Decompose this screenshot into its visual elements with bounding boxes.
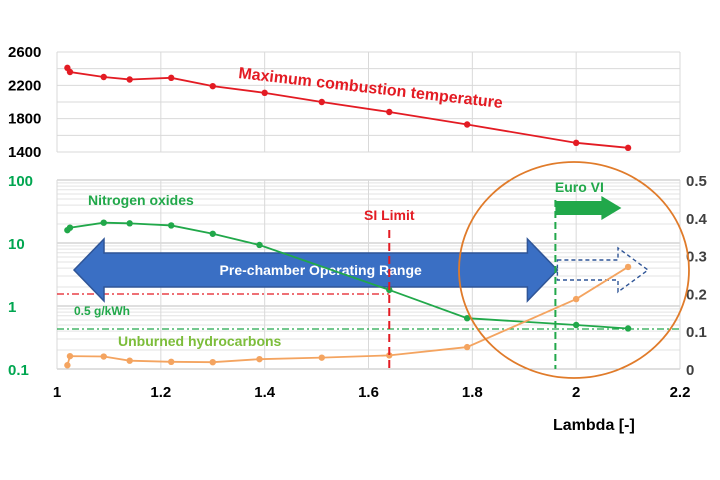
bottom-right-y-tick-labels: 0 0.1 0.2 0.3 0.4 0.5	[686, 173, 708, 379]
bottom-right-y-tick-label: 0.2	[686, 286, 707, 303]
hc-series-point	[386, 352, 393, 359]
temperature-series-point	[624, 144, 632, 152]
operating-range-label: Pre-chamber Operating Range	[220, 262, 422, 278]
bottom-right-y-tick-label: 0	[686, 362, 694, 379]
top-y-tick-label: 2200	[8, 77, 41, 94]
nox-series-point	[624, 325, 632, 332]
bottom-left-y-tick-labels: 0.1 1 10 100	[8, 173, 33, 379]
nox-series-label: Nitrogen oxides	[88, 192, 194, 208]
hc-series-point	[572, 295, 580, 303]
x-tick-labels: 1 1.2 1.4 1.6 1.8 2 2.2	[53, 384, 691, 401]
temperature-series-line	[66, 67, 629, 149]
reference-nox-label: 0.5 g/kWh	[74, 304, 130, 318]
hc-series-point	[64, 362, 71, 369]
temperature-series-point	[100, 73, 107, 81]
euro-vi-arrow	[555, 196, 622, 220]
nox-series-point	[126, 220, 133, 227]
x-axis-label: Lambda [-]	[553, 417, 635, 434]
series-layer	[64, 64, 632, 369]
hc-series-point	[168, 358, 175, 366]
euro-vi-label: Euro VI	[555, 179, 604, 195]
hc-series-point	[463, 343, 471, 351]
operating-range-arrow	[72, 237, 559, 303]
temperature-series-point	[386, 108, 393, 116]
nox-series-point	[256, 241, 263, 249]
hc-series-point	[209, 358, 216, 366]
nox-series-point	[463, 315, 471, 322]
temperature-series-point	[168, 74, 175, 82]
temperature-series-label: Maximum combustion temperature	[238, 65, 504, 112]
x-tick-label: 1	[53, 384, 61, 401]
top-y-tick-label: 1800	[8, 111, 41, 128]
hc-series-point	[100, 353, 107, 360]
temperature-series-point	[126, 76, 133, 83]
bottom-right-y-tick-label: 0.5	[686, 173, 707, 190]
bottom-right-y-tick-label: 0.1	[686, 324, 707, 341]
si-limit-label: SI Limit	[364, 207, 415, 223]
nox-series-point	[100, 219, 107, 226]
bottom-left-y-tick-label: 0.1	[8, 362, 29, 379]
x-tick-label: 1.4	[254, 384, 276, 401]
temperature-series-point	[261, 89, 268, 97]
x-tick-label: 1.2	[150, 384, 171, 401]
bottom-right-y-tick-label: 0.4	[686, 211, 708, 228]
nox-series-point	[66, 224, 74, 231]
temperature-series-point	[572, 139, 580, 147]
nox-series-point	[209, 230, 216, 237]
hc-series-point	[318, 354, 325, 361]
temperature-series-point	[209, 82, 216, 90]
bottom-right-y-tick-label: 0.3	[686, 249, 707, 266]
nox-series-point	[168, 222, 175, 229]
temperature-series-point	[66, 68, 74, 76]
top-y-tick-labels: 1400 1800 2200 2600	[8, 44, 41, 161]
top-y-tick-label: 1400	[8, 144, 41, 161]
hc-series-point	[126, 357, 133, 364]
x-tick-label: 1.6	[358, 384, 379, 401]
temperature-series-point	[463, 121, 471, 128]
bottom-left-y-tick-label: 1	[8, 299, 16, 316]
x-tick-label: 1.8	[462, 384, 483, 401]
nox-series-point	[572, 321, 580, 329]
dashed-extension-arrow	[556, 246, 650, 294]
hc-series-label: Unburned hydrocarbons	[118, 333, 282, 349]
hc-series-point	[624, 263, 632, 271]
highlight-circle	[458, 161, 690, 379]
bottom-left-y-tick-label: 10	[8, 236, 25, 253]
temperature-series-point	[318, 98, 325, 106]
bottom-left-y-tick-label: 100	[8, 173, 33, 190]
x-tick-label: 2.2	[670, 384, 691, 401]
hc-series-point	[66, 352, 74, 360]
top-gridlines	[56, 51, 681, 153]
x-tick-label: 2	[572, 384, 580, 401]
hc-series-point	[256, 355, 263, 363]
top-y-tick-label: 2600	[8, 44, 41, 61]
